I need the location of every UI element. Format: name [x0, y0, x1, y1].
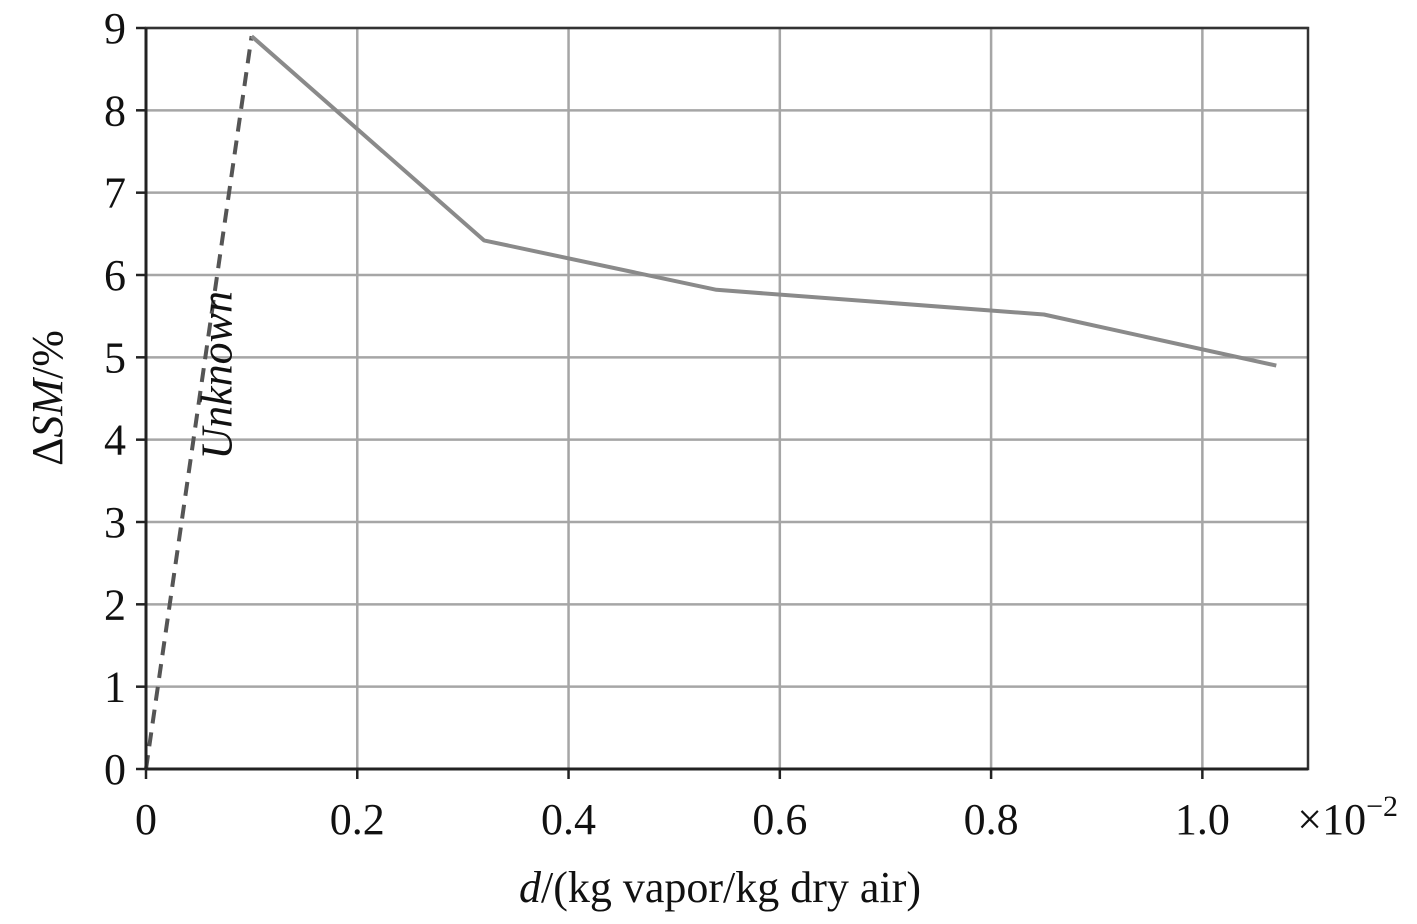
- grid: [146, 26, 1308, 769]
- y-tick-label: 7: [104, 169, 126, 218]
- axes: [136, 26, 1310, 779]
- y-tick-label: 4: [104, 416, 126, 465]
- x-axis-label: d/(kg vapor/kg dry air): [519, 863, 921, 912]
- y-axis-label-delta: Δ: [23, 438, 72, 466]
- y-tick-label: 0: [104, 745, 126, 794]
- series-line-solid: [250, 34, 1277, 368]
- y-axis-label-variable: SM: [23, 377, 72, 438]
- y-tick-label: 1: [104, 663, 126, 712]
- x-tick-label: 0.2: [330, 795, 385, 844]
- y-tick-label: 5: [104, 333, 126, 382]
- annotation-unknown: Unknown: [193, 291, 242, 460]
- y-tick-label: 3: [104, 498, 126, 547]
- y-axis-label: ΔSM/%: [23, 330, 72, 466]
- x-axis-label-variable: d: [519, 863, 542, 912]
- x-tick-label: 0.8: [964, 795, 1019, 844]
- series-line-dashed: [144, 35, 254, 770]
- y-tick-label: 8: [104, 86, 126, 135]
- y-tick-label: 6: [104, 251, 126, 300]
- y-tick-label: 2: [104, 580, 126, 629]
- x-tick-label: 0.6: [752, 795, 807, 844]
- x-tick-label: 0.4: [541, 795, 596, 844]
- x-axis-multiplier: ×10−2: [1297, 790, 1398, 844]
- tick-labels: 0 1 2 3 4 5 6 7 8 9 0 0.2 0.4 0.6 0.8 1.0: [104, 4, 1230, 844]
- x-axis-multiplier-base: ×10: [1297, 795, 1366, 844]
- x-axis-multiplier-exponent: −2: [1366, 790, 1398, 823]
- x-tick-label: 1.0: [1175, 795, 1230, 844]
- plot-frame: [144, 26, 1310, 771]
- x-axis-label-unit: /(kg vapor/kg dry air): [541, 863, 921, 912]
- y-axis-label-unit: /%: [23, 330, 72, 379]
- series-layer: [144, 34, 1277, 770]
- x-tick-label: 0: [135, 795, 157, 844]
- y-tick-label: 9: [104, 4, 126, 53]
